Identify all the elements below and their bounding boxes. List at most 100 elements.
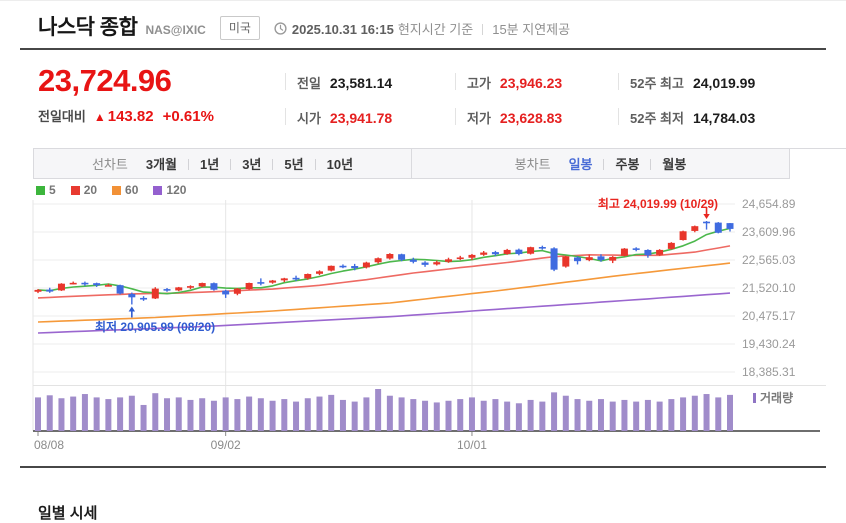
volume-bar: [562, 395, 569, 431]
volume-bar: [293, 401, 300, 431]
volume-bar: [187, 399, 194, 431]
datetime-basis: 현지시간 기준: [397, 22, 474, 37]
volume-bar: [680, 397, 687, 431]
volume-bar: [269, 400, 276, 431]
x-axis-label: 09/02: [211, 438, 241, 452]
candle-body: [315, 271, 323, 274]
volume-bar: [93, 397, 100, 431]
y-axis-label: 21,520.10: [742, 281, 796, 295]
prev-close-field: 전일 23,581.14: [285, 73, 393, 91]
ma-swatch-icon: [153, 185, 163, 195]
volume-bar: [281, 399, 288, 431]
clock-icon: [274, 22, 287, 40]
volume-bar: [445, 400, 452, 431]
volume-bar: [46, 395, 53, 431]
candle-body: [81, 282, 89, 285]
volume-bar: [422, 400, 429, 431]
candle-option-3[interactable]: 월봉: [662, 156, 687, 172]
candle-options: 일봉 주봉 월봉: [569, 154, 687, 174]
candle-body: [691, 226, 699, 231]
prev-close-value: 23,581.14: [329, 75, 393, 91]
52w-high-value: 24,019.99: [692, 75, 756, 91]
candle-body: [562, 256, 570, 267]
52w-high-field: 52주 최고 24,019.99: [618, 73, 756, 91]
candle-body: [93, 283, 101, 286]
candle-body: [714, 222, 722, 233]
ma-legend-item-120: 120: [153, 183, 186, 197]
header-rule: [20, 48, 826, 50]
candle-body: [210, 283, 218, 290]
candle-body: [257, 282, 265, 284]
candle-body: [163, 289, 171, 291]
y-axis-label: 23,609.96: [742, 225, 796, 239]
candle-body: [116, 285, 124, 294]
volume-bar: [117, 397, 124, 431]
candle-body: [515, 249, 523, 255]
candle-body: [491, 252, 499, 255]
volume-bar: [551, 392, 558, 431]
volume-bar: [621, 399, 628, 431]
period-options: 3개월 1년 3년 5년 10년: [146, 154, 353, 174]
period-option-1[interactable]: 3개월: [145, 156, 177, 172]
volume-bar: [140, 404, 147, 431]
line-chart-label: 선차트: [91, 157, 128, 172]
candle-body: [620, 248, 628, 256]
ma5-line: [37, 227, 731, 295]
candle-body: [480, 252, 488, 255]
candle-body: [386, 253, 394, 259]
page-title: 나스닥 종합: [38, 16, 138, 39]
volume-bar: [304, 398, 311, 431]
candle-body: [679, 231, 687, 241]
candle-body: [609, 256, 617, 261]
candle-option-2[interactable]: 주봉: [615, 156, 640, 172]
header-divider: [482, 24, 484, 35]
header: 나스닥 종합 NAS@IXIC 미국 2025.10.31 16:15 현지시간…: [38, 11, 826, 42]
candle-body: [433, 262, 441, 265]
period-option-5[interactable]: 10년: [326, 156, 354, 172]
candle-chart-controls: 봉차트 일봉 주봉 월봉: [412, 149, 789, 178]
volume-bar: [210, 400, 217, 431]
volume-bar: [222, 397, 229, 431]
candle-body: [339, 265, 347, 268]
volume-bar: [691, 395, 698, 431]
volume-bar: [656, 401, 663, 431]
change-percent: +0.61%: [162, 108, 214, 125]
candle-body: [656, 249, 664, 255]
low-annotation: 최저 20,905.99 (08/20): [95, 320, 216, 334]
candle-body: [304, 273, 312, 279]
52w-low-value: 14,784.03: [692, 110, 756, 126]
volume-bar: [199, 398, 206, 431]
period-option-3[interactable]: 3년: [242, 156, 262, 172]
candle-body: [351, 266, 359, 269]
candle-body: [409, 259, 417, 262]
period-option-4[interactable]: 5년: [284, 156, 304, 172]
day-high-field: 고가 23,946.23: [455, 73, 562, 91]
candle-body: [644, 249, 652, 256]
volume-bar: [128, 395, 135, 431]
period-option-2[interactable]: 1년: [200, 156, 220, 172]
52w-high-label: 52주 최고: [630, 76, 684, 91]
candle-body: [456, 257, 464, 260]
candle-body: [667, 242, 675, 249]
candle-body: [445, 259, 453, 262]
ma-swatch-icon: [112, 185, 122, 195]
candle-body: [222, 290, 230, 295]
volume-bar: [35, 397, 41, 431]
volume-bar: [164, 398, 171, 431]
candle-body: [703, 221, 711, 224]
candle-body: [468, 254, 476, 258]
candle-body: [186, 286, 194, 288]
volume-bar: [457, 399, 464, 431]
volume-bar: [410, 399, 417, 431]
candle-body: [726, 223, 734, 229]
ma-swatch-icon: [36, 185, 45, 195]
ma-legend-item-60: 60: [112, 183, 138, 197]
y-axis-label: 24,654.89: [742, 197, 796, 211]
day-low-value: 23,628.83: [499, 110, 563, 126]
candle-body: [280, 278, 288, 281]
candle-body: [198, 283, 206, 287]
candle-body: [632, 248, 640, 250]
day-low-field: 저가 23,628.83: [455, 108, 563, 126]
candle-body: [34, 289, 42, 292]
candle-option-1[interactable]: 일봉: [568, 156, 593, 172]
